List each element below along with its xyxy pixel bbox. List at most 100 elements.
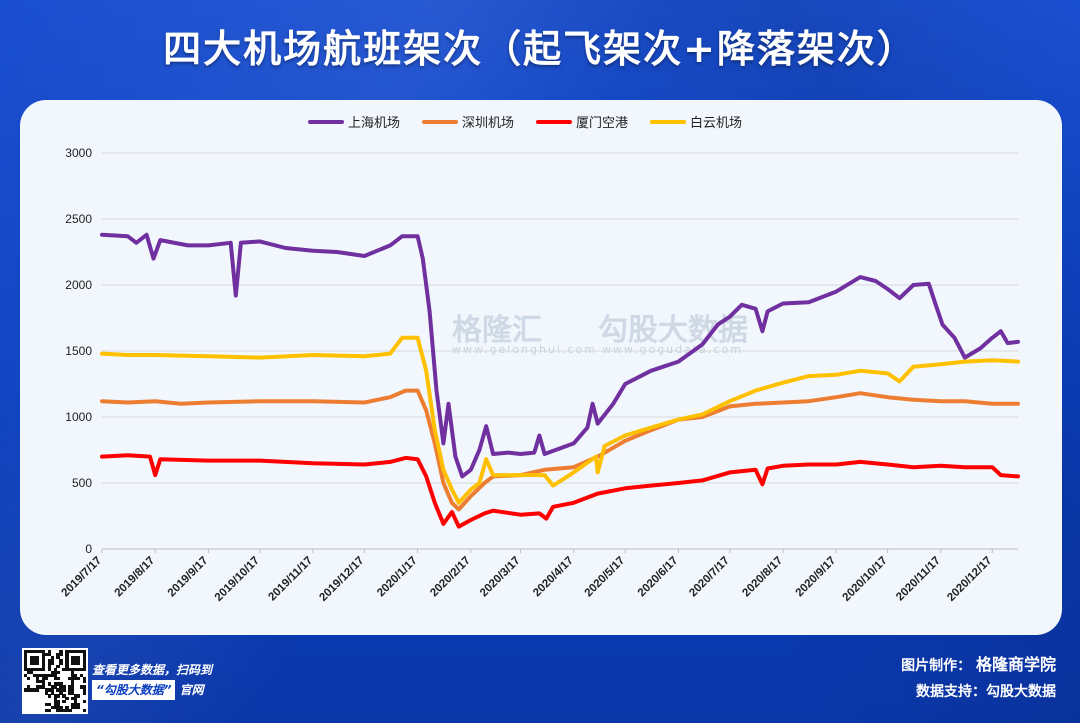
legend-label-2: 深圳机场: [462, 116, 514, 131]
qr-cell: [59, 706, 63, 710]
qr-cell: [35, 655, 40, 660]
qr-cell: [41, 664, 45, 668]
promo-suffix: 官网: [179, 683, 204, 697]
qr-cell: [29, 670, 34, 674]
qr-cell: [65, 709, 69, 713]
qr-cell: [32, 655, 37, 660]
qr-cell: [26, 670, 31, 674]
qr-cell: [50, 673, 54, 677]
qr-cell: [38, 667, 42, 671]
qr-cell: [77, 655, 81, 660]
qr-cell: [74, 673, 78, 677]
qr-cell: [74, 676, 78, 680]
qr-cell: [83, 709, 87, 713]
qr-cell: [53, 703, 57, 707]
qr-cell: [56, 682, 60, 686]
y-tick-label: 1000: [65, 410, 92, 424]
qr-cell: [74, 655, 78, 660]
qr-cell: [53, 682, 57, 686]
x-tick-label: 2020/2/17: [428, 555, 473, 600]
qr-cell: [24, 652, 28, 657]
qr-cell: [71, 697, 75, 701]
qr-cell: [47, 688, 51, 692]
qr-cell: [80, 685, 84, 689]
qr-cell: [71, 691, 75, 695]
qr-cell: [44, 688, 48, 692]
footer-promo: 查看更多数据，扫码到 “勾股大数据” 官网: [92, 660, 212, 700]
qr-cell: [53, 667, 57, 671]
qr-cell: [29, 655, 34, 660]
qr-cell: [56, 703, 60, 707]
qr-cell: [80, 650, 84, 654]
qr-cell: [59, 652, 63, 657]
qr-cell: [83, 664, 87, 668]
qr-cell: [38, 650, 42, 654]
qr-cell: [29, 650, 34, 654]
line-chart: 0 500 1000 1500 2000 2500 3000 2019/7/17 2019/8/…: [59, 115, 1020, 604]
qr-cell: [53, 694, 57, 698]
qr-cell: [50, 685, 54, 689]
qr-cell: [29, 658, 34, 663]
qr-cell: [50, 661, 54, 666]
qr-cell: [77, 650, 81, 654]
qr-cell: [47, 673, 51, 677]
qr-cell: [44, 709, 48, 713]
qr-cell: [35, 658, 40, 663]
qr-cell: [74, 650, 78, 654]
qr-cell: [59, 650, 63, 654]
qr-cell: [68, 676, 72, 680]
x-tick-label: 2020/6/17: [636, 555, 681, 600]
qr-cell: [32, 667, 37, 671]
qr-cell: [50, 670, 54, 674]
qr-cell: [71, 661, 75, 666]
qr-cell: [74, 706, 78, 710]
qr-cell: [35, 667, 40, 671]
qr-cell: [65, 652, 69, 657]
chart-panel: [20, 100, 1062, 635]
qr-cell: [32, 658, 37, 663]
qr-cell: [68, 709, 72, 713]
qr-cell: [35, 685, 40, 689]
qr-cell: [44, 673, 48, 677]
qr-cell: [38, 679, 42, 683]
qr-cell: [38, 685, 42, 689]
x-tick-label: 2019/10/17: [213, 555, 262, 604]
qr-cell: [65, 655, 69, 660]
watermark-right-url: www.gogudata.com: [602, 343, 743, 356]
qr-cell: [41, 658, 45, 663]
qr-cell: [32, 661, 37, 666]
qr-cell: [50, 658, 54, 663]
qr-cell: [83, 679, 87, 683]
y-tick-label: 2000: [65, 278, 92, 292]
qr-cell: [71, 682, 75, 686]
qr-cell: [71, 679, 75, 683]
y-tick-label: 3000: [65, 146, 92, 160]
qr-cell: [59, 682, 63, 686]
qr-cell: [56, 655, 60, 660]
qr-cell: [65, 661, 69, 666]
qr-cell: [68, 691, 72, 695]
promo-brand-line: “勾股大数据” 官网: [92, 680, 212, 700]
qr-cell: [77, 694, 81, 698]
qr-cell: [26, 685, 31, 689]
qr-cell: [65, 664, 69, 668]
qr-cell: [77, 706, 81, 710]
qr-cell: [74, 703, 78, 707]
x-tick-label: 2019/7/17: [59, 555, 104, 600]
qr-cell: [24, 667, 28, 671]
qr-cell: [38, 673, 42, 677]
qr-cell: [56, 664, 60, 668]
qr-cell: [56, 652, 60, 657]
qr-code-icon[interactable]: [22, 648, 88, 714]
qr-cell: [29, 661, 34, 666]
qr-cell: [74, 700, 78, 704]
qr-cell: [53, 685, 57, 689]
qr-cell: [24, 673, 28, 677]
x-tick-label: 2020/4/17: [531, 555, 576, 600]
qr-cell: [59, 709, 63, 713]
qr-cell: [68, 688, 72, 692]
qr-cell: [32, 673, 37, 677]
made-by-brand: 格隆商学院: [976, 655, 1056, 674]
qr-cell: [56, 676, 60, 680]
qr-cell: [24, 658, 28, 663]
